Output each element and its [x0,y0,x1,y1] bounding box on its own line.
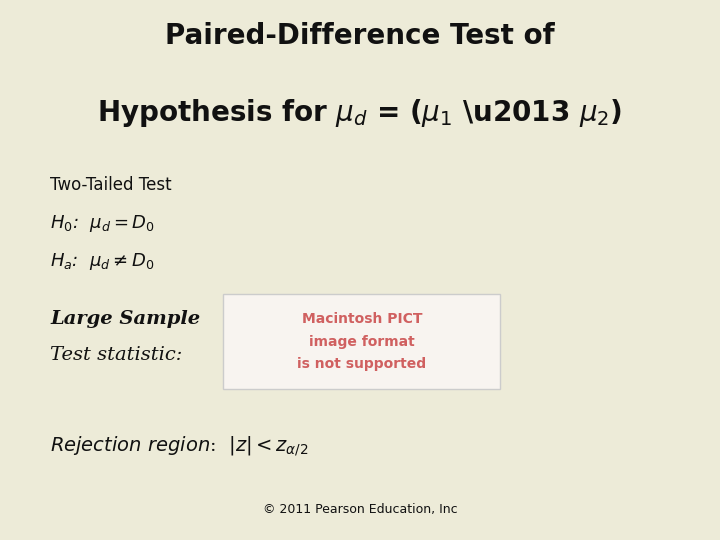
Text: Large Sample: Large Sample [50,310,201,328]
Text: Two-Tailed Test: Two-Tailed Test [50,176,172,193]
Text: Hypothesis for $\boldsymbol{\mu_d}$ = ($\boldsymbol{\mu_1}$ \u2013 $\boldsymbol{: Hypothesis for $\boldsymbol{\mu_d}$ = ($… [97,97,623,129]
Text: Macintosh PICT: Macintosh PICT [302,312,422,326]
Text: $\mathit{Rejection\ region}$:  $|z| < z_{\alpha/2}$: $\mathit{Rejection\ region}$: $|z| < z_{… [50,435,309,458]
Text: is not supported: is not supported [297,357,426,371]
Text: Test statistic:: Test statistic: [50,346,183,363]
FancyBboxPatch shape [223,294,500,389]
Text: $H_0$:  $\mu_d = D_0$: $H_0$: $\mu_d = D_0$ [50,213,155,234]
Text: image format: image format [309,335,415,348]
Text: $H_a$:  $\mu_d \neq D_0$: $H_a$: $\mu_d \neq D_0$ [50,251,155,272]
Text: © 2011 Pearson Education, Inc: © 2011 Pearson Education, Inc [263,503,457,516]
Text: Paired-Difference Test of: Paired-Difference Test of [165,22,555,50]
